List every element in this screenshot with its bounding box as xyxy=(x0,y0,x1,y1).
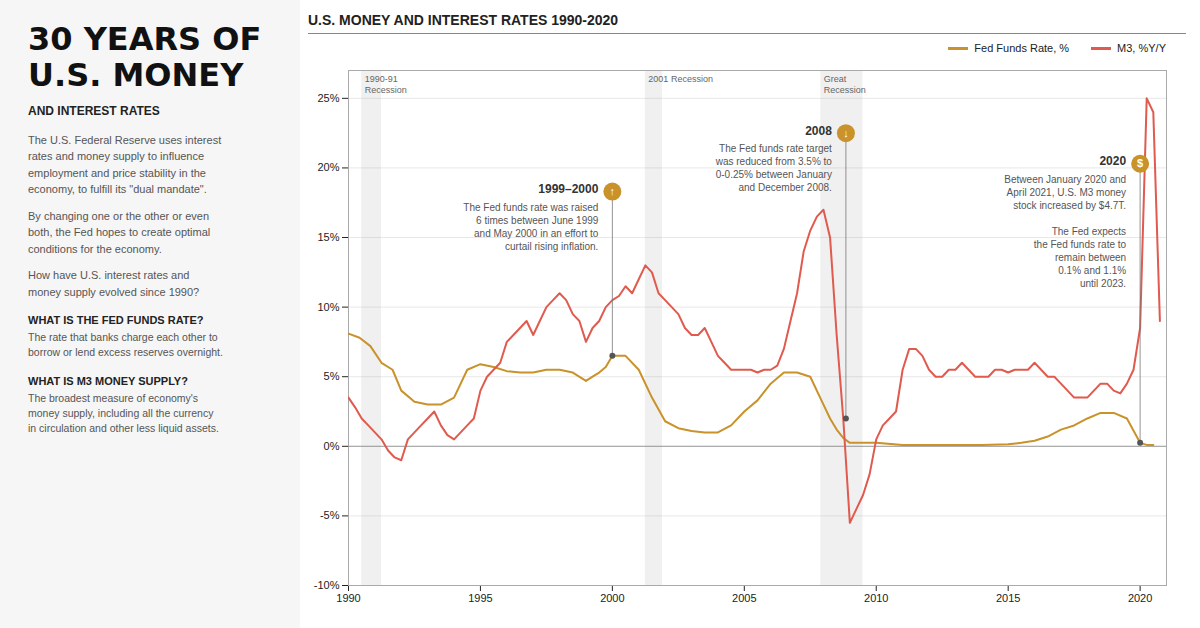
svg-text:2000: 2000 xyxy=(600,592,624,604)
html-text:Fed Funds Rate, %: Fed Funds Rate, % xyxy=(974,42,1070,54)
html-text:M3, %Y/Y: M3, %Y/Y xyxy=(1117,42,1166,54)
html-text:By changing one or the other o: By changing one or the other or even bot… xyxy=(28,209,211,255)
html-text:WHAT IS THE FED FUNDS RATE?: WHAT IS THE FED FUNDS RATE? xyxy=(28,314,204,327)
svg-text:1990: 1990 xyxy=(336,592,360,604)
svg-text:$: $ xyxy=(1137,157,1143,169)
html-text:U.S. MONEY AND INTEREST RATES: U.S. MONEY AND INTEREST RATES 1990-2020 xyxy=(308,12,619,28)
html-text:WHAT IS M3 MONEY SUPPLY?: WHAT IS M3 MONEY SUPPLY? xyxy=(28,374,188,387)
svg-text:2001 Recession: 2001 Recession xyxy=(648,74,713,84)
svg-text:-10%: -10% xyxy=(314,579,340,591)
html-text:The broadest measure of econom: The broadest measure of economy's money … xyxy=(28,391,219,434)
svg-text:10%: 10% xyxy=(317,301,339,313)
svg-text:GreatRecession: GreatRecession xyxy=(824,74,866,95)
svg-text:2008: 2008 xyxy=(805,124,832,138)
svg-text:2010: 2010 xyxy=(864,592,888,604)
svg-text:The Fed funds rate was raised6: The Fed funds rate was raised6 times bet… xyxy=(463,202,599,252)
svg-text:2020: 2020 xyxy=(1099,154,1126,168)
svg-text:2020: 2020 xyxy=(1128,592,1152,604)
svg-text:25%: 25% xyxy=(317,92,339,104)
svg-text:2015: 2015 xyxy=(996,592,1020,604)
html-text:The rate that banks charge eac: The rate that banks charge each other to… xyxy=(28,331,223,359)
svg-text:1990-91Recession: 1990-91Recession xyxy=(365,74,407,95)
html-text:AND INTEREST RATES: AND INTEREST RATES xyxy=(28,103,160,118)
html-text:The U.S. Federal Reserve uses: The U.S. Federal Reserve uses interest r… xyxy=(28,133,222,196)
svg-text:-5%: -5% xyxy=(320,509,340,521)
svg-text:Between January 2020 andApril: Between January 2020 andApril 2021, U.S.… xyxy=(1004,174,1126,289)
html-text:30 YEARS OF U.S. MONEY: 30 YEARS OF U.S. MONEY xyxy=(28,20,262,94)
svg-text:20%: 20% xyxy=(317,161,339,173)
svg-text:1995: 1995 xyxy=(468,592,492,604)
svg-text:↓: ↓ xyxy=(843,127,849,139)
svg-text:The Fed funds rate targetwas r: The Fed funds rate targetwas reduced fro… xyxy=(715,143,833,193)
svg-text:↑: ↑ xyxy=(610,185,616,197)
svg-text:15%: 15% xyxy=(317,231,339,243)
svg-text:2005: 2005 xyxy=(732,592,756,604)
html-text:How have U.S. interest rates a: How have U.S. interest rates and money s… xyxy=(28,269,200,298)
svg-text:5%: 5% xyxy=(324,370,340,382)
svg-text:1999–2000: 1999–2000 xyxy=(538,182,598,196)
svg-text:0%: 0% xyxy=(324,440,340,452)
